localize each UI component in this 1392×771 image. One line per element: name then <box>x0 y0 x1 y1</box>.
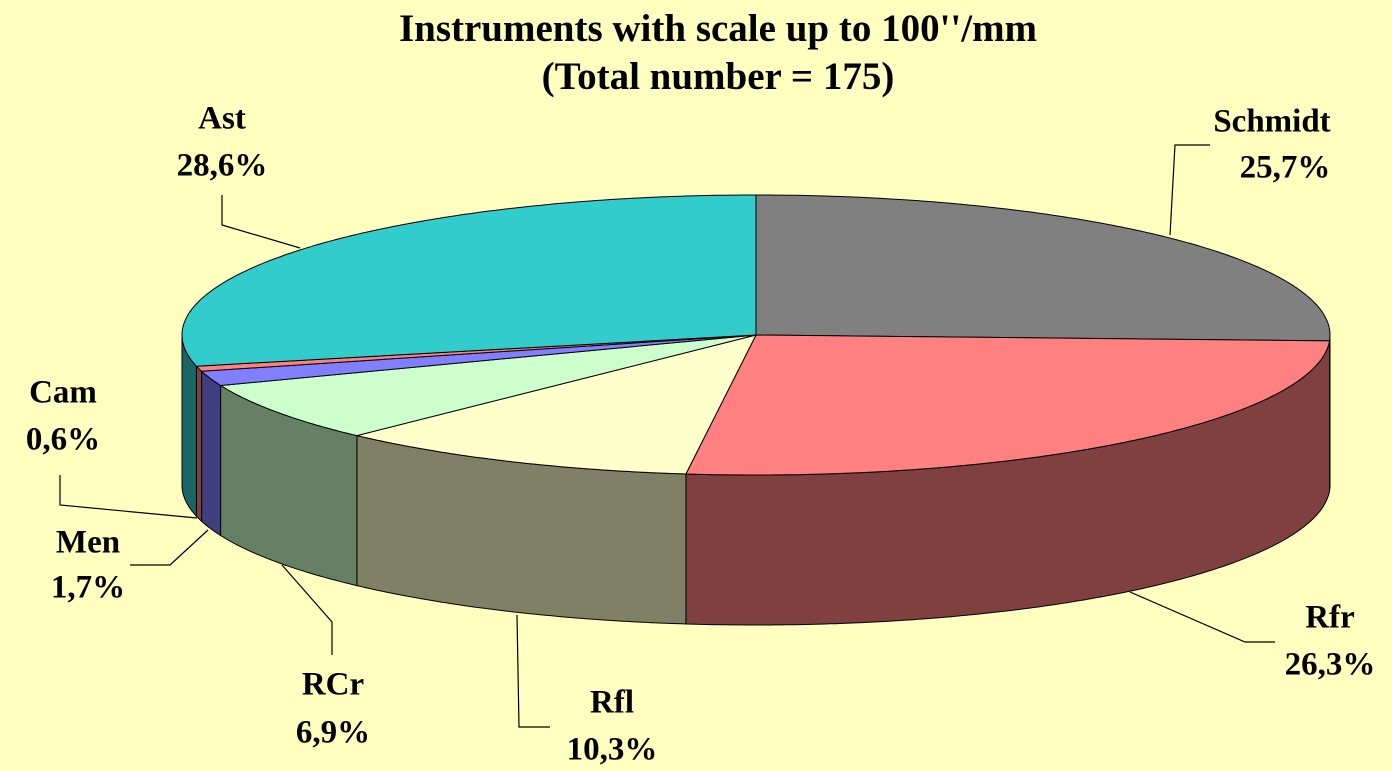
pie-slice <box>755 194 1331 342</box>
value-label: 1,7% <box>51 570 125 606</box>
slice-label: Ast <box>198 101 246 137</box>
slice-label: Rfl <box>590 685 634 721</box>
slice-label: Cam <box>29 375 97 411</box>
value-label: 0,6% <box>26 422 100 458</box>
value-label: 10,3% <box>567 732 658 768</box>
leader-line <box>516 614 550 728</box>
pie-slice <box>201 334 757 386</box>
slice-label: Schmidt <box>1213 104 1330 140</box>
slice-label: RCr <box>302 667 364 703</box>
pie-slice-side <box>195 365 203 522</box>
slice-label: Rfr <box>1305 600 1354 636</box>
pie-slice <box>220 334 757 437</box>
pie-slice <box>181 194 757 367</box>
pie-slice <box>685 334 1330 476</box>
slice-label: Men <box>56 525 120 561</box>
leader-line <box>130 529 209 566</box>
chart-subtitle: (Total number = 175) <box>542 55 895 98</box>
leader-line <box>281 564 333 655</box>
pie-slice-side <box>201 370 222 536</box>
value-label: 26,3% <box>1285 647 1376 683</box>
value-label: 6,9% <box>296 715 370 751</box>
pie-slice <box>356 334 757 475</box>
leader-line <box>1129 591 1275 643</box>
leader-line <box>59 475 198 519</box>
chart-title: Instruments with scale up to 100''/mm <box>399 7 1037 50</box>
value-label: 25,7% <box>1240 150 1331 186</box>
leader-line <box>221 195 301 249</box>
value-label: 28,6% <box>177 148 268 184</box>
leader-line <box>1169 144 1210 236</box>
